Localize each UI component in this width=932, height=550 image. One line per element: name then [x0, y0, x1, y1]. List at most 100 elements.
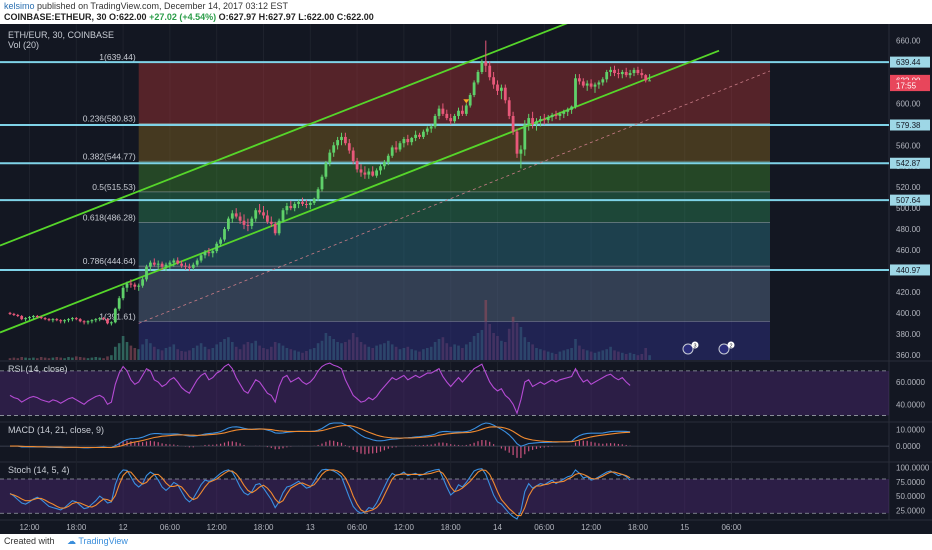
stoch-tick-label: 75.0000: [896, 478, 925, 487]
fib-zone: [138, 123, 770, 162]
candle-body: [550, 114, 554, 118]
price-tag-bg: [890, 119, 930, 131]
fib-level-label: 1(391.61): [99, 312, 136, 322]
price-tick-label: 380.00: [896, 330, 921, 339]
fib-level-label: 1(639.44): [99, 52, 136, 62]
macd-tick-label: 10.0000: [896, 426, 925, 435]
candle-body: [461, 110, 464, 114]
candle-body: [281, 210, 285, 221]
candle-body: [620, 71, 624, 75]
volume-legend: Vol (20): [8, 40, 39, 50]
chart-panel[interactable]: 1(639.44) 0.236(580.83) 0.382(544.77) 0.5(5…: [0, 24, 932, 534]
volume-bar: [36, 358, 39, 360]
price-tick-label: 600.00: [896, 99, 921, 108]
candle-body: [98, 318, 102, 320]
candle-body: [12, 313, 16, 315]
author-link[interactable]: kelsimo: [4, 1, 35, 11]
candle-body: [515, 131, 519, 154]
time-tick-label: 12:00: [19, 523, 40, 532]
fib-level-label: 0.786(444.64): [83, 256, 136, 266]
candle-body: [527, 118, 531, 125]
volume-bar: [55, 357, 59, 360]
price-tag-bg: [890, 157, 930, 169]
rsi-line: [9, 362, 631, 415]
candle-body: [316, 189, 320, 199]
stoch-d-line: [9, 469, 631, 517]
price-tick-label: 420.00: [896, 288, 921, 297]
stoch-k-line: [9, 468, 631, 520]
volume-bar: [133, 348, 137, 360]
time-tick-label: 18:00: [441, 523, 462, 532]
candle-body: [207, 252, 211, 254]
candle-body: [285, 206, 289, 211]
fib-zone: [138, 266, 770, 322]
price-tag-bg: [890, 264, 930, 276]
candle-body: [230, 213, 234, 219]
volume-base-band: [138, 321, 770, 360]
time-tick-label: 13: [306, 523, 315, 532]
candle-body: [574, 78, 577, 107]
event-badge-dot: [691, 341, 699, 349]
candle-body: [418, 134, 421, 137]
volume-bar: [39, 357, 43, 360]
candle-body: [203, 252, 207, 256]
candle-body: [195, 260, 199, 265]
candle-body: [363, 172, 367, 175]
chart-canvas[interactable]: 1(639.44) 0.236(580.83) 0.382(544.77) 0.5(5…: [0, 24, 932, 534]
candle-body: [129, 283, 133, 285]
price-tick-label: 460.00: [896, 246, 921, 255]
candle-body: [289, 206, 293, 209]
time-tick-label: 12:00: [207, 523, 228, 532]
candle-body: [566, 109, 570, 112]
event-badge-circle: [682, 343, 694, 355]
candle-body: [74, 318, 78, 320]
time-tick-label: 12:00: [394, 523, 415, 532]
volume-bar: [63, 358, 66, 360]
candle-body: [336, 140, 339, 146]
price-tag-label: 440.97: [896, 266, 921, 275]
time-tick-label: 06:00: [721, 523, 742, 532]
price-change: +27.02 (+4.54%): [149, 12, 217, 22]
ohlc-open: O:622.00: [109, 12, 147, 22]
volume-bar: [12, 357, 16, 360]
candle-body: [305, 203, 308, 205]
candle-body: [188, 266, 191, 268]
candle-body: [250, 218, 254, 226]
candle-body: [386, 155, 390, 163]
publish-header: kelsimo published on TradingView.com, De…: [0, 0, 932, 24]
candle-body: [589, 83, 593, 87]
volume-bar: [78, 357, 82, 360]
channel-upper-line: [0, 24, 568, 247]
candle-body: [82, 321, 86, 323]
candle-body: [422, 131, 425, 137]
candle-body: [35, 316, 39, 318]
candle-body: [605, 71, 609, 80]
candle-body: [379, 166, 382, 171]
candle-body: [437, 108, 441, 116]
candle-body: [125, 283, 129, 288]
volume-bar: [32, 357, 35, 360]
candle-body: [414, 134, 417, 138]
candle-body: [476, 71, 480, 83]
candle-body: [110, 322, 113, 324]
candle-body: [28, 317, 31, 319]
macd-signal-line: [10, 424, 631, 449]
candle-body: [94, 319, 98, 321]
candle-body: [468, 95, 472, 106]
time-tick-label: 18:00: [253, 523, 274, 532]
candle-body: [211, 251, 215, 254]
candle-body: [20, 316, 24, 320]
candle-body: [102, 318, 105, 320]
channel-lower-line: [0, 49, 720, 334]
tradingview-logo[interactable]: ☁ TradingView: [67, 536, 128, 546]
candle-body: [359, 169, 363, 173]
candle-body: [453, 115, 456, 122]
candle-body: [367, 171, 371, 175]
price-tick-label: 360.00: [896, 351, 921, 360]
volume-bar: [86, 358, 90, 360]
candle-body: [402, 139, 406, 144]
candle-body: [312, 198, 316, 203]
candle-body: [383, 162, 386, 167]
candle-body: [152, 262, 156, 265]
candle-body: [106, 319, 109, 324]
